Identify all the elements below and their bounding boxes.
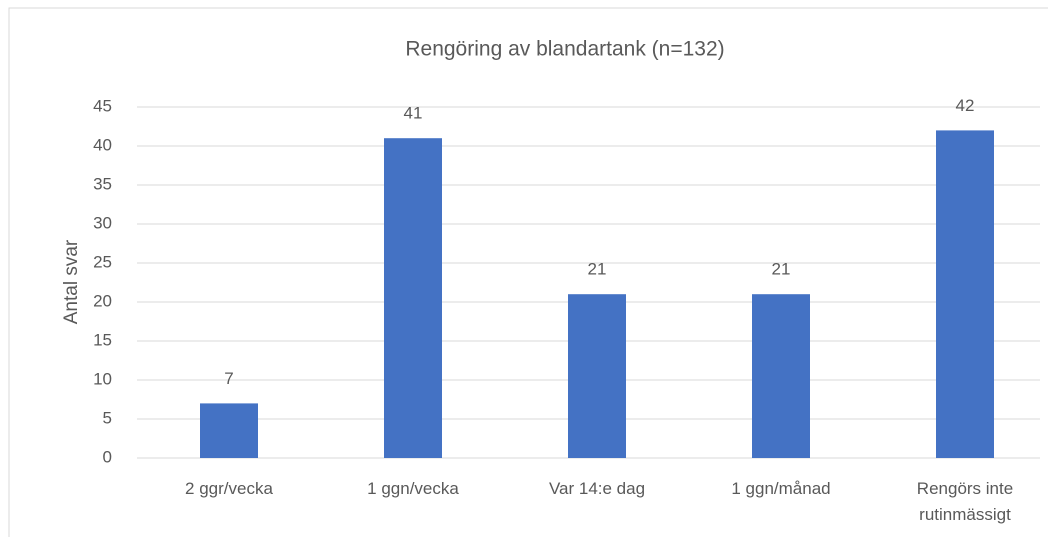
- bar: [384, 138, 442, 458]
- x-tick-label: 1 ggn/vecka: [367, 479, 459, 498]
- y-axis-label: Antal svar: [61, 239, 82, 324]
- data-label: 21: [588, 260, 607, 279]
- bar: [752, 294, 810, 458]
- y-tick-label: 40: [93, 135, 112, 154]
- x-tick-label: 2 ggr/vecka: [185, 479, 273, 498]
- bar: [200, 403, 258, 458]
- y-tick-label: 25: [93, 252, 112, 271]
- data-label: 42: [956, 96, 975, 115]
- data-label: 41: [404, 104, 423, 123]
- bar: [568, 294, 626, 458]
- y-tick-label: 35: [93, 174, 112, 193]
- y-tick-label: 10: [93, 369, 112, 388]
- y-tick-label: 15: [93, 330, 112, 349]
- y-tick-label: 20: [93, 291, 112, 310]
- y-tick-label: 5: [103, 408, 112, 427]
- bar: [936, 130, 994, 458]
- y-tick-label: 45: [93, 96, 112, 115]
- data-label: 7: [224, 369, 233, 388]
- chart-title: Rengöring av blandartank (n=132): [405, 38, 724, 61]
- chart-frame: [8, 7, 1048, 537]
- x-tick-label: Var 14:e dag: [548, 479, 646, 498]
- data-label: 21: [772, 260, 791, 279]
- x-tick-label: Rengörs inte rutinmässigt: [916, 479, 1014, 524]
- y-tick-label: 0: [103, 447, 112, 466]
- x-tick-label: 1 ggn/månad: [731, 479, 831, 498]
- y-tick-label: 30: [93, 213, 112, 232]
